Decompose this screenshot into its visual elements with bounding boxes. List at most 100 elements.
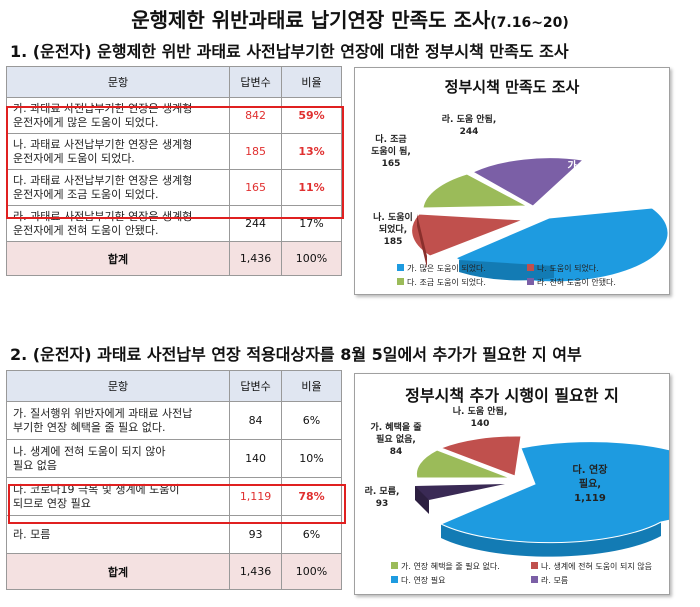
chart2-title: 정부시책 추가 시행이 필요한 지 [405, 386, 619, 405]
ratio-cell: 17% [281, 205, 342, 242]
legend-swatch [527, 264, 534, 271]
section2-table: 문항 답변수 비율 가. 질서행위 위반자에게 과태료 사전납 부기한 연장 혜택… [5, 370, 342, 590]
question-line2: 운전자에게 전혀 도움이 안됐다. [13, 223, 159, 237]
ratio-cell: 13% [281, 133, 342, 170]
label-line: 되었다, [569, 189, 601, 200]
legend-item: 나. 생계에 전혀 도움이 되지 않음 [531, 560, 652, 573]
legend-swatch [531, 576, 538, 583]
legend-label: 가. 연장 혜택을 줄 필요 없다. [401, 562, 500, 571]
pie-slice-side-na [417, 214, 427, 268]
legend-item: 다. 조금 도움이 되었다. [397, 276, 486, 289]
section1-heading: 1. (운전자) 운행제한 위반 과태료 사전납부기한 연장에 대한 정부시책 … [10, 42, 569, 61]
legend-item: 라. 전혀 도움이 안됐다. [527, 276, 616, 289]
count-cell: 1,119 [229, 477, 283, 516]
label-line: 165 [381, 159, 401, 169]
count-cell: 185 [229, 133, 283, 170]
total-count: 1,436 [229, 241, 283, 276]
label-line: 나. 도움이 [373, 213, 413, 223]
col-header-ratio: 비율 [281, 370, 342, 402]
total-ratio: 100% [281, 241, 342, 276]
chart2-label-ga: 가. 혜택을 줄 필요 없음, 84 [361, 422, 431, 458]
label-line: 라. 도움 안됨, [441, 115, 497, 125]
legend-item: 가. 연장 혜택을 줄 필요 없다. [391, 560, 500, 573]
chart2-label-ra: 라. 모름, 93 [357, 486, 407, 510]
ratio-cell: 78% [281, 477, 342, 516]
legend-swatch [391, 562, 398, 569]
legend-label: 가. 많은 도움이 되었다. [407, 264, 486, 273]
label-line: 842 [574, 203, 596, 214]
total-label: 합계 [5, 241, 231, 276]
question-line2: 필요 없음 [13, 458, 57, 472]
count-cell: 165 [229, 169, 283, 206]
question-cell: 가. 질서행위 위반자에게 과태료 사전납 부기한 연장 혜택을 줄 필요 없다. [5, 401, 231, 440]
table-row: 나. 과태료 사전납부기한 연장은 생계형 운전자에게 도움이 되었다. 185 … [5, 133, 342, 170]
label-line: 244 [459, 127, 479, 137]
chart1-frame: 정부시책 만족도 조사 가. 많은 도움이 되었다, 842 나. 도움이 되었… [354, 67, 670, 295]
label-line: 가. 많은 [567, 161, 603, 172]
ratio-cell: 6% [281, 515, 342, 554]
legend-label: 다. 연장 필요 [401, 576, 446, 585]
pie-slice-da [439, 441, 669, 544]
question-line1: 라. 모름 [13, 527, 51, 541]
count-cell: 140 [229, 439, 283, 478]
total-count: 1,436 [229, 553, 283, 590]
ratio-cell: 10% [281, 439, 342, 478]
label-line: 140 [470, 419, 490, 429]
title-main: 운행제한 위반과태료 납기연장 만족도 조사 [131, 8, 491, 32]
table-header-row: 문항 답변수 비율 [5, 66, 342, 98]
table-row: 다. 과태료 사전납부기한 연장은 생계형 운전자에게 조금 도움이 되었다. 1… [5, 169, 342, 206]
page-title: 운행제한 위반과태료 납기연장 만족도 조사(7.16~20) [0, 4, 700, 33]
col-header-question: 문항 [5, 66, 231, 98]
table-row: 가. 질서행위 위반자에게 과태료 사전납 부기한 연장 혜택을 줄 필요 없다.… [5, 401, 342, 440]
legend-label: 라. 전혀 도움이 안됐다. [537, 278, 616, 287]
legend-item: 다. 연장 필요 [391, 574, 445, 587]
total-label: 합계 [5, 553, 231, 590]
legend-label: 다. 조금 도움이 되었다. [407, 278, 486, 287]
legend-item: 나. 도움이 되었다. [527, 262, 599, 275]
pie-slice-na [411, 213, 524, 257]
question-line2: 운전자에게 많은 도움이 되었다. [13, 115, 159, 129]
chart1-label-da: 다. 조금 도움이 됨, 165 [363, 134, 419, 170]
ratio-cell: 11% [281, 169, 342, 206]
label-line: 가. 혜택을 줄 [370, 423, 422, 433]
question-line1: 나. 생계에 전혀 도움이 되지 않아 [13, 444, 166, 458]
question-cell: 라. 과태료 사전납부기한 연장은 생계형 운전자에게 전혀 도움이 안됐다. [5, 205, 231, 242]
question-line2: 운전자에게 조금 도움이 되었다. [13, 187, 159, 201]
section1-table: 문항 답변수 비율 가. 과태료 사전납부기한 연장은 생계형 운전자에게 많은 … [5, 66, 342, 276]
legend-swatch [531, 562, 538, 569]
legend-item: 가. 많은 도움이 되었다. [397, 262, 486, 275]
chart1-label-ga: 가. 많은 도움이 되었다, 842 [555, 160, 615, 216]
question-line1: 가. 질서행위 위반자에게 과태료 사전납 [13, 406, 193, 420]
chart2-label-na: 나. 도움 안됨, 140 [445, 406, 515, 430]
pie-slice-na [439, 435, 522, 477]
legend-label: 나. 생계에 전혀 도움이 되지 않음 [541, 562, 652, 571]
legend-swatch [527, 278, 534, 285]
question-cell: 다. 과태료 사전납부기한 연장은 생계형 운전자에게 조금 도움이 되었다. [5, 169, 231, 206]
count-cell: 244 [229, 205, 283, 242]
question-cell: 라. 모름 [5, 515, 231, 554]
question-cell: 다. 코로나19 극복 및 생계에 도움이 되므로 연장 필요 [5, 477, 231, 516]
table-row: 라. 모름 93 6% [5, 515, 342, 554]
label-line: 다. 연장 [572, 465, 608, 476]
label-line: 나. 도움 안됨, [452, 407, 508, 417]
ratio-cell: 59% [281, 97, 342, 134]
count-cell: 93 [229, 515, 283, 554]
legend-item: 라. 모름 [531, 574, 568, 587]
label-line: 84 [389, 447, 403, 457]
legend-label: 라. 모름 [541, 576, 569, 585]
question-line2: 부기한 연장 혜택을 줄 필요 없다. [13, 420, 166, 434]
chart1-legend: 가. 많은 도움이 되었다. 나. 도움이 되었다. 다. 조금 도움이 되었다… [355, 262, 669, 292]
question-line2: 운전자에게 도움이 되었다. [13, 151, 135, 165]
pie-slice-ra [415, 484, 505, 500]
chart1-label-ra: 라. 도움 안됨, 244 [431, 114, 507, 138]
pie-slice-ra [471, 157, 585, 207]
legend-swatch [397, 264, 404, 271]
table-row: 나. 생계에 전혀 도움이 되지 않아 필요 없음 140 10% [5, 439, 342, 478]
question-line1: 다. 과태료 사전납부기한 연장은 생계형 [13, 173, 193, 187]
chart2-legend: 가. 연장 혜택을 줄 필요 없다. 나. 생계에 전혀 도움이 되지 않음 다… [355, 560, 669, 590]
total-ratio: 100% [281, 553, 342, 590]
ratio-cell: 6% [281, 401, 342, 440]
legend-swatch [397, 278, 404, 285]
count-cell: 84 [229, 401, 283, 440]
chart1-title: 정부시책 만족도 조사 [444, 78, 580, 96]
